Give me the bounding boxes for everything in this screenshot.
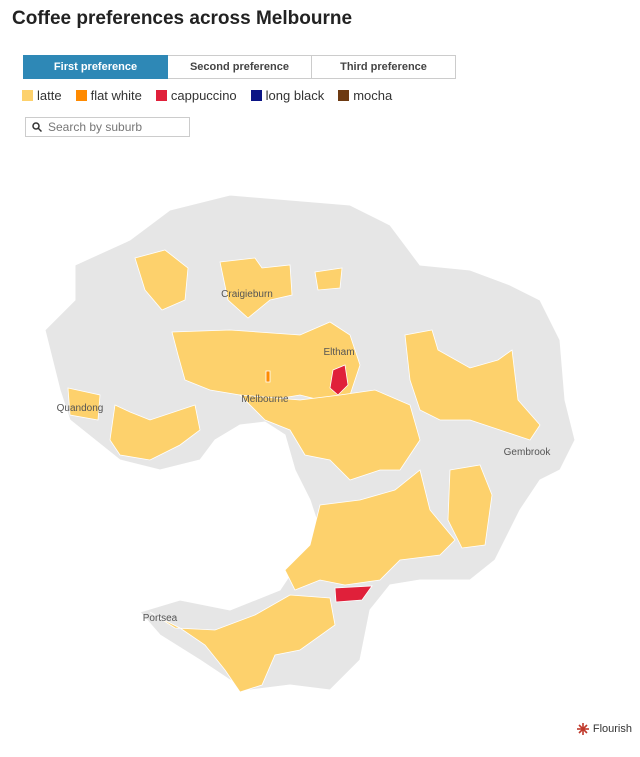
legend-label: latte	[37, 88, 62, 103]
title: Coffee preferences across Melbourne	[12, 8, 353, 29]
region	[265, 370, 271, 383]
legend-item: latte	[22, 88, 62, 103]
swatch	[250, 90, 262, 101]
search-box[interactable]: Search by suburb	[25, 117, 190, 137]
regions	[67, 249, 541, 693]
region	[219, 257, 293, 319]
swatch	[338, 90, 350, 101]
region	[447, 464, 493, 549]
legend: latte flat white cappuccino long black m…	[22, 88, 392, 103]
region	[149, 594, 336, 693]
place-label: Quandong	[57, 403, 104, 414]
place-label: Craigieburn	[221, 289, 273, 300]
credit[interactable]: Flourish	[576, 723, 632, 735]
legend-item: long black	[250, 88, 325, 103]
search-placeholder: Search by suburb	[48, 120, 143, 134]
legend-item: mocha	[338, 88, 392, 103]
swatch	[22, 90, 33, 101]
flourish-logo	[576, 723, 589, 735]
legend-item: flat white	[75, 88, 142, 103]
legend-label: long black	[265, 88, 325, 103]
region	[238, 389, 421, 481]
tabs: First preference Second preference Third…	[23, 55, 456, 79]
legend-label: mocha	[353, 88, 393, 103]
place-labels: Craigieburn Eltham Quandong Melbourne Ge…	[57, 289, 552, 624]
region	[109, 404, 201, 461]
swatch	[155, 90, 167, 101]
region	[67, 387, 101, 421]
region	[134, 249, 189, 311]
region	[404, 329, 541, 441]
region	[314, 267, 343, 291]
region	[284, 469, 456, 591]
legend-label: cappuccino	[170, 88, 237, 103]
place-label: Gembrook	[504, 447, 552, 458]
tab[interactable]: Third preference	[312, 55, 456, 79]
tab[interactable]: Second preference	[168, 55, 312, 79]
tab[interactable]: First preference	[23, 55, 168, 79]
swatch	[75, 90, 87, 101]
place-label: Portsea	[143, 613, 178, 624]
legend-item: cappuccino	[155, 88, 237, 103]
region	[329, 364, 349, 396]
region	[334, 585, 373, 603]
place-label: Eltham	[323, 347, 354, 358]
credit-text: Flourish	[592, 723, 632, 735]
legend-label: flat white	[90, 88, 142, 103]
search-icon	[32, 122, 42, 132]
place-label: Melbourne	[241, 394, 289, 405]
